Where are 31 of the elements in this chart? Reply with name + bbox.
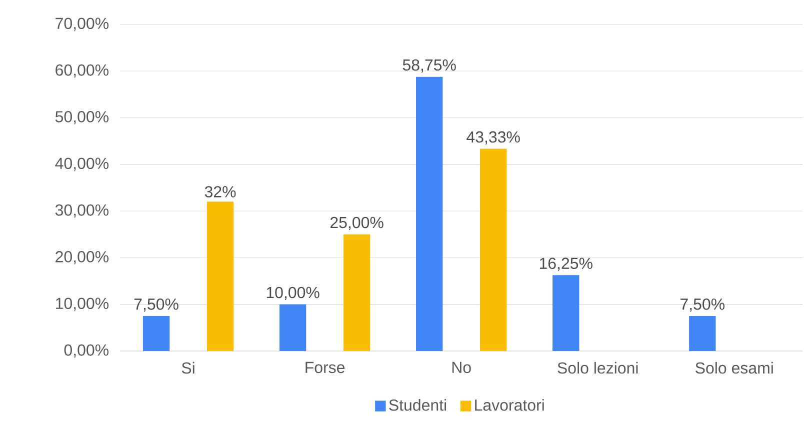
y-tick-label: 40,00% <box>55 158 108 171</box>
legend-label: Studenti <box>389 399 446 411</box>
legend-label: Lavoratori <box>475 399 544 411</box>
y-tick-label: 0,00% <box>64 344 108 358</box>
data-label: 10,00% <box>266 286 320 300</box>
x-tick-label: Si <box>182 362 194 374</box>
data-label: 43,33% <box>466 131 520 145</box>
data-label: 16,25% <box>540 258 592 271</box>
bar <box>416 76 443 351</box>
y-tick-label: 30,00% <box>55 204 108 218</box>
x-tick-label: Forse <box>306 362 345 374</box>
data-label: 7,50% <box>134 298 178 312</box>
data-label: 32% <box>204 186 236 198</box>
x-tick-label: Solo esami <box>696 362 773 374</box>
y-tick-label: 70,00% <box>56 18 108 31</box>
bar <box>480 148 507 351</box>
bar <box>206 202 234 351</box>
y-tick-label: 60,00% <box>56 64 108 78</box>
y-tick-label: 50,00% <box>55 111 108 124</box>
y-tick-label: 20,00% <box>56 251 108 264</box>
y-tick-label: 10,00% <box>56 298 108 311</box>
bar <box>552 275 580 351</box>
bar <box>343 234 370 351</box>
data-label: 7,50% <box>680 298 724 312</box>
bar <box>279 304 306 351</box>
data-label: 25,00% <box>330 216 384 230</box>
bar <box>142 316 170 351</box>
x-tick-label: Solo lezioni <box>558 362 638 374</box>
data-label: 58,75% <box>402 59 456 73</box>
bar <box>689 316 716 351</box>
x-tick-label: No <box>452 362 471 374</box>
